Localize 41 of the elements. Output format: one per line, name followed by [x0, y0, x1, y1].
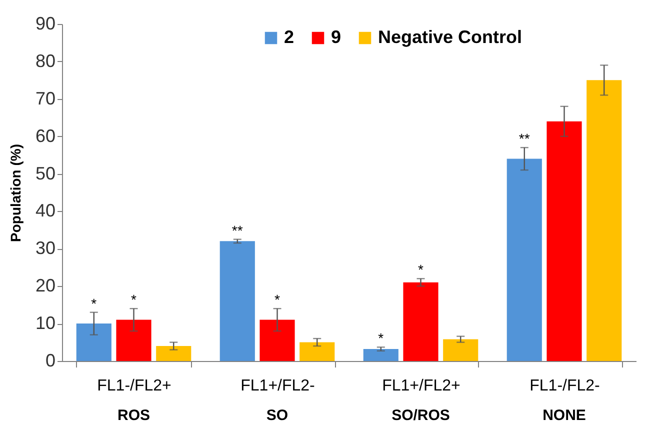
data-label: **	[232, 222, 244, 238]
bar	[260, 320, 295, 361]
y-tick-label: 80	[35, 50, 56, 71]
data-label: *	[131, 292, 138, 308]
y-tick-label: 40	[35, 200, 56, 221]
y-tick-label: 30	[35, 238, 56, 258]
legend-label: Negative Control	[378, 27, 522, 47]
y-tick-label: 90	[35, 14, 56, 34]
y-tick-label: 10	[35, 313, 56, 334]
bar	[586, 80, 622, 361]
y-axis-title: Population (%)	[7, 144, 24, 242]
legend-label: 2	[284, 27, 294, 47]
text: NONE	[542, 407, 586, 424]
bar	[220, 241, 255, 361]
x-tick-label: FL1-/FL2-	[530, 378, 600, 394]
data-label: **	[518, 130, 530, 147]
y-tick-label: 0	[45, 350, 56, 370]
bar	[76, 324, 112, 361]
y-tick-label: 20	[35, 276, 56, 296]
bar	[403, 282, 438, 361]
bar	[156, 346, 192, 361]
x-tick-label: FL1+/FL2-	[240, 378, 315, 394]
bar	[116, 320, 152, 361]
bar	[506, 158, 542, 361]
bar	[443, 339, 478, 361]
bar	[546, 121, 582, 361]
legend-label: 9	[331, 27, 342, 47]
data-label: *	[378, 330, 384, 346]
y-tick-label: 60	[35, 126, 56, 146]
text: SO	[266, 407, 288, 424]
data-label: *	[274, 292, 281, 308]
text: SO/ROS	[392, 407, 450, 424]
bar	[363, 349, 398, 361]
x-tick-label: FL1-/FL2+	[97, 378, 172, 394]
y-tick-label: 70	[35, 88, 56, 108]
bar	[300, 342, 335, 361]
data-label: *	[418, 262, 424, 278]
x-tick-label: FL1+/FL2+	[382, 378, 460, 394]
data-label: *	[91, 295, 98, 312]
text: ROS	[117, 407, 150, 424]
y-tick-label: 50	[35, 163, 56, 184]
